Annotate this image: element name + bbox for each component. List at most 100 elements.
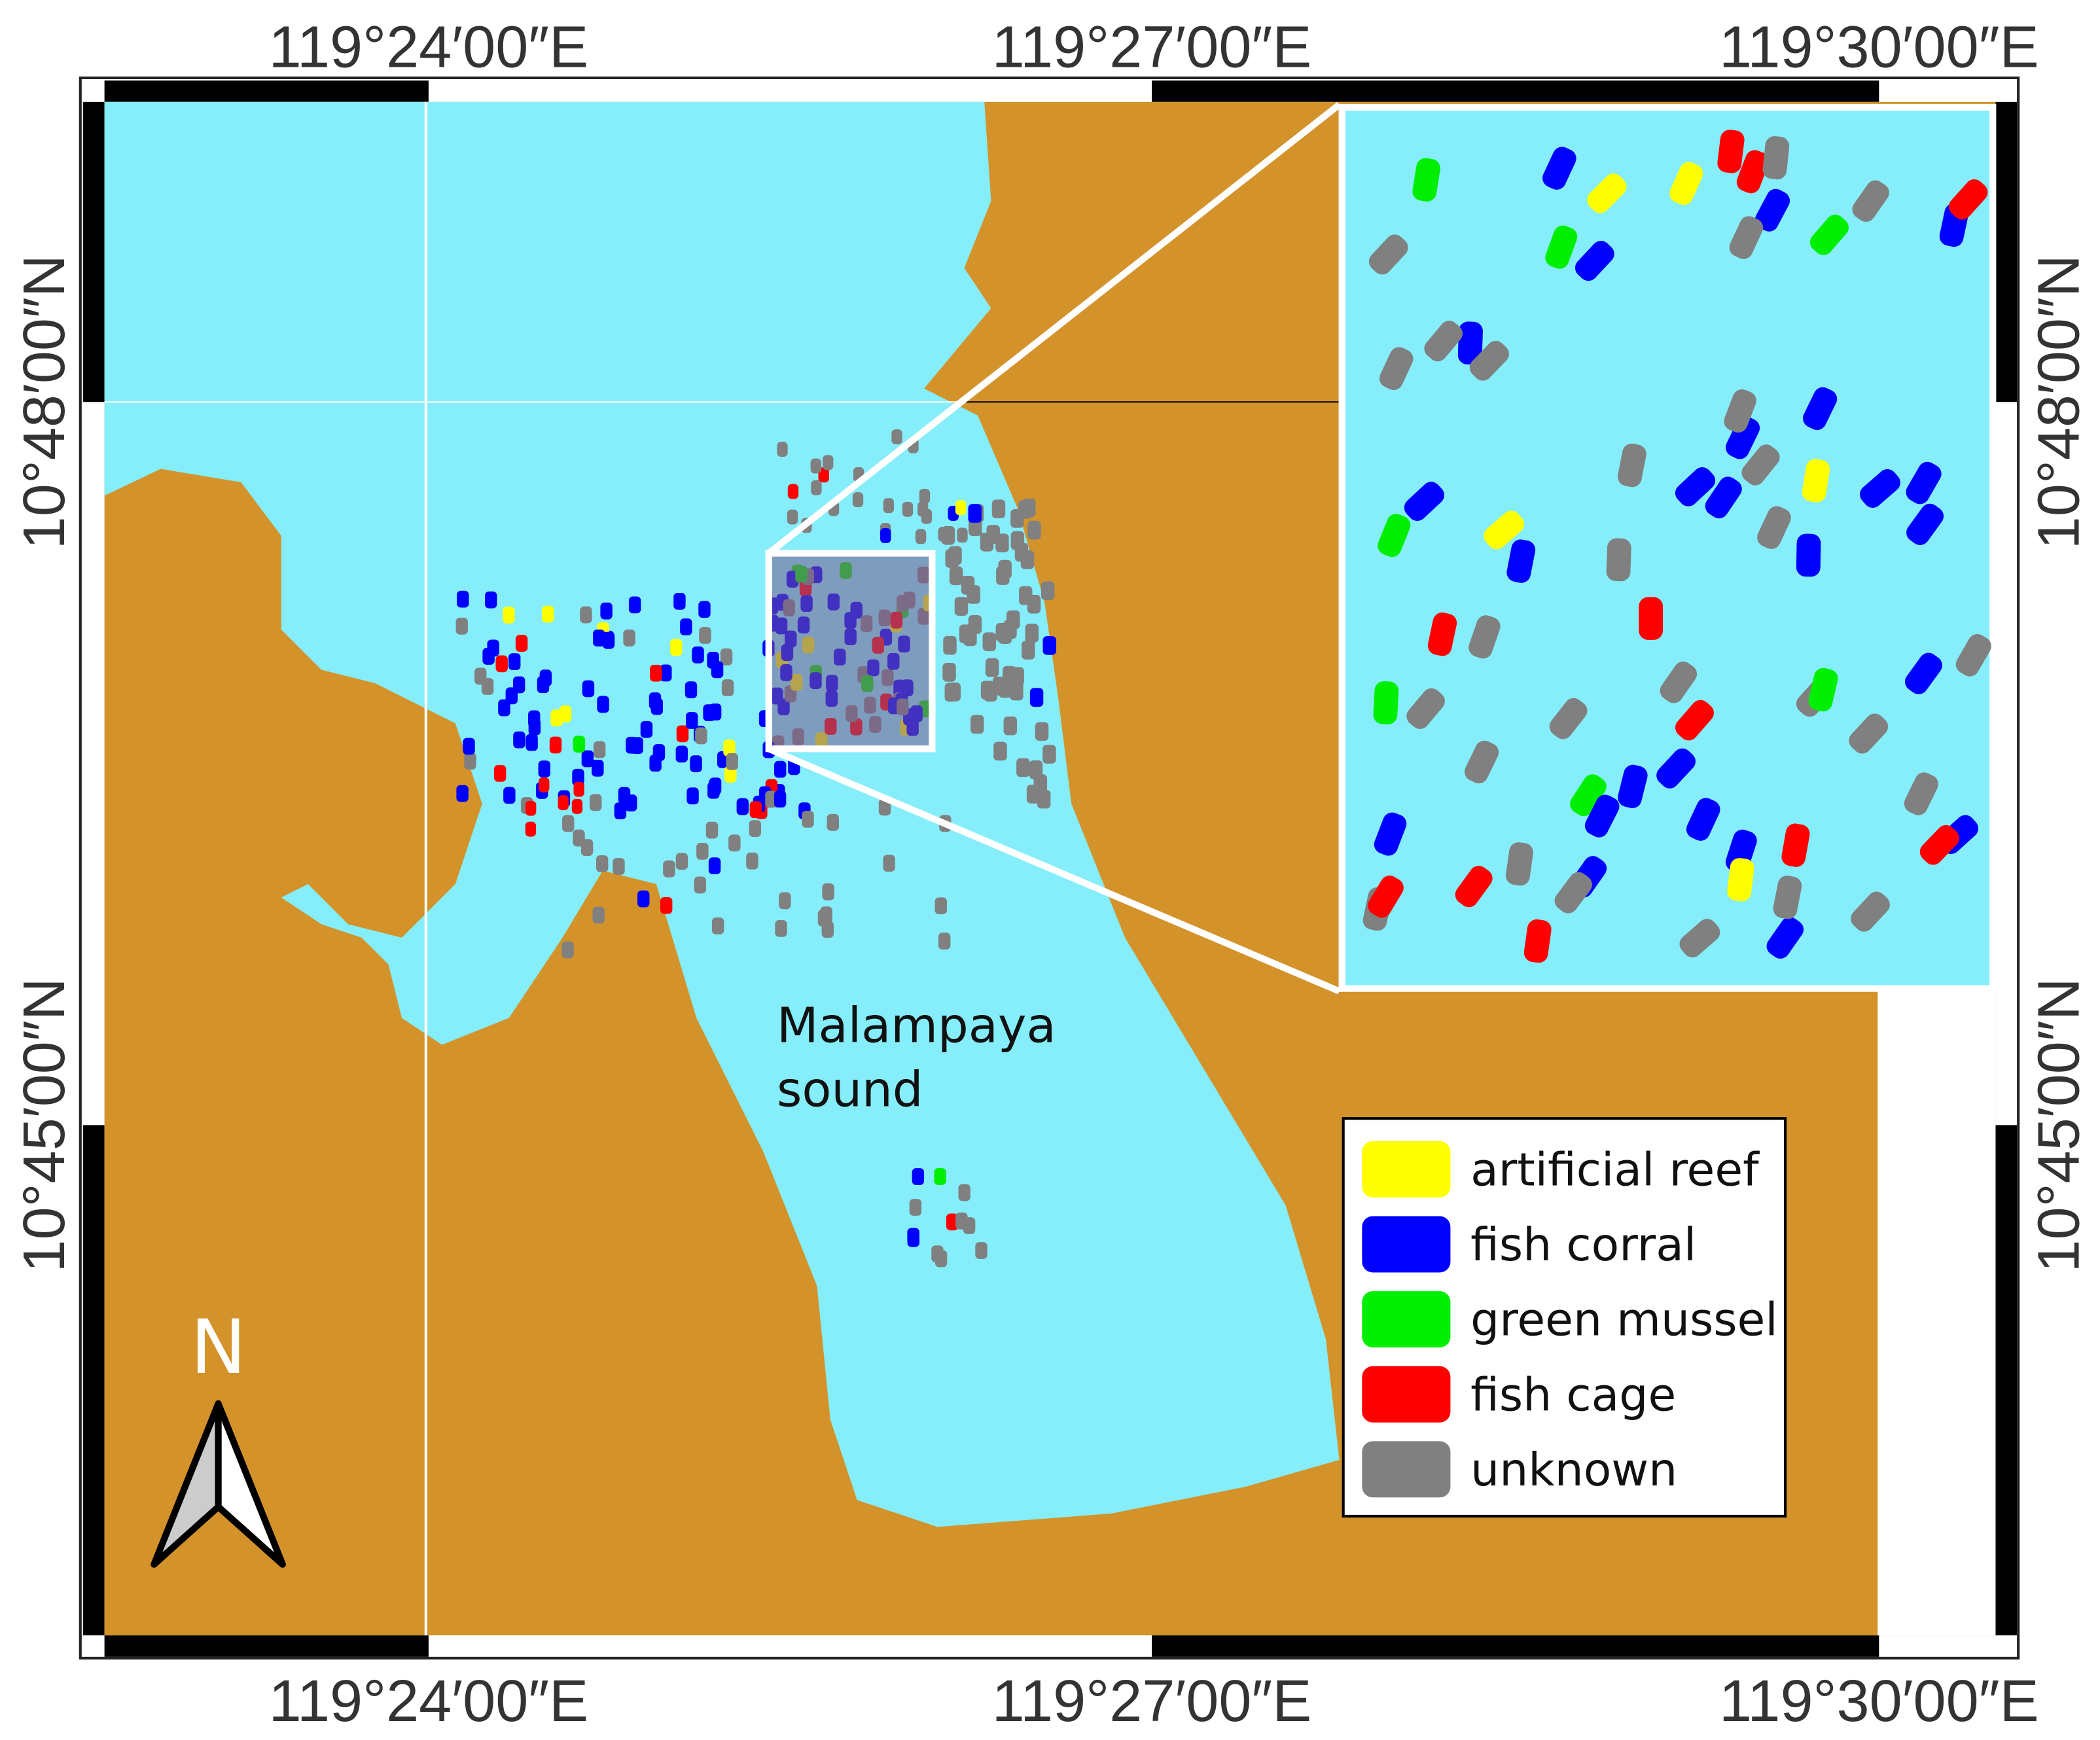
- object: [1010, 667, 1024, 686]
- object: [498, 699, 510, 717]
- object: [525, 821, 537, 837]
- top-label: 119°27′00″E: [992, 14, 1312, 80]
- object: [537, 676, 550, 694]
- inset-object: [1675, 467, 1716, 506]
- object: [822, 883, 834, 900]
- object: [958, 1184, 970, 1201]
- inset-object: [1808, 667, 1838, 712]
- inset-object: [1919, 825, 1959, 865]
- object: [968, 614, 982, 634]
- inset-object: [1618, 764, 1648, 809]
- object: [463, 737, 475, 755]
- object: [685, 681, 698, 699]
- object: [1016, 758, 1030, 777]
- object: [852, 492, 864, 508]
- axis-labels: 119°24′00″E 119°27′00″E 119°30′00″E 119°…: [11, 14, 2091, 1734]
- object: [640, 720, 653, 738]
- object: [561, 941, 574, 959]
- object: [624, 794, 637, 811]
- object: [680, 618, 692, 635]
- object: [487, 639, 499, 657]
- object: [493, 764, 507, 782]
- object: [708, 857, 721, 875]
- inset-object: [1505, 842, 1533, 886]
- object: [1041, 581, 1055, 600]
- object: [944, 683, 959, 702]
- zoom-line: [766, 101, 1342, 556]
- object: [590, 794, 602, 811]
- inset-object: [1457, 321, 1483, 365]
- object: [698, 601, 711, 618]
- object: [692, 646, 704, 664]
- object: [943, 635, 957, 655]
- object: [696, 842, 709, 860]
- object: [503, 607, 515, 624]
- object: [779, 892, 791, 910]
- legend-label: unknown: [1470, 1444, 1677, 1497]
- object: [817, 909, 830, 927]
- object: [637, 890, 650, 908]
- inset-object: [1762, 136, 1790, 180]
- inset-object: [1523, 919, 1552, 963]
- inset-object: [1781, 823, 1810, 867]
- object: [883, 855, 895, 872]
- left-label: 10°45′00″N: [11, 978, 77, 1272]
- object: [1022, 641, 1035, 660]
- inset-object: [1506, 539, 1536, 583]
- object: [774, 790, 787, 808]
- object: [938, 932, 951, 950]
- object: [573, 829, 585, 847]
- object: [580, 606, 592, 624]
- zoom-box: [765, 550, 936, 753]
- north-label: N: [190, 1304, 247, 1391]
- inset-object: [1809, 214, 1849, 255]
- object: [456, 785, 469, 802]
- object: [985, 658, 999, 677]
- object: [1022, 498, 1036, 518]
- inset-object: [1464, 740, 1499, 784]
- object: [1027, 520, 1041, 540]
- object: [573, 736, 586, 753]
- inset-object: [1803, 387, 1838, 431]
- inset-object: [1617, 443, 1646, 488]
- bottom-label: 119°27′00″E: [992, 1668, 1312, 1734]
- inset-object: [1906, 461, 1942, 505]
- object: [513, 731, 525, 749]
- inset-object: [1656, 748, 1696, 789]
- inset-object: [1851, 891, 1890, 932]
- inset-object: [1725, 416, 1760, 459]
- inset-object: [1587, 173, 1627, 213]
- inset-object: [1374, 812, 1407, 856]
- object: [539, 777, 550, 792]
- object: [597, 696, 609, 713]
- object: [592, 759, 604, 777]
- inset-object: [1736, 150, 1770, 194]
- right-label: 10°48′00″N: [2025, 255, 2091, 549]
- object: [811, 480, 822, 495]
- inset-object: [1542, 147, 1576, 190]
- object: [980, 681, 995, 700]
- object: [931, 1245, 944, 1263]
- inset-object: [1406, 688, 1445, 729]
- frame-ticks: [82, 80, 2018, 1657]
- object: [749, 801, 762, 819]
- object: [1025, 624, 1039, 643]
- object: [915, 529, 927, 544]
- legend-label: fish corral: [1470, 1218, 1696, 1271]
- object: [686, 787, 699, 805]
- inset-object: [1639, 597, 1664, 640]
- object: [628, 596, 641, 614]
- object: [907, 1228, 919, 1245]
- water: [104, 101, 1340, 1527]
- inset-object: [1705, 476, 1742, 519]
- object: [883, 498, 895, 514]
- inset-object: [1545, 225, 1578, 269]
- object: [573, 781, 584, 797]
- inset-object: [1427, 613, 1457, 656]
- object: [938, 527, 949, 542]
- object: [746, 852, 758, 870]
- inset-object: [1727, 858, 1754, 902]
- object: [525, 734, 538, 751]
